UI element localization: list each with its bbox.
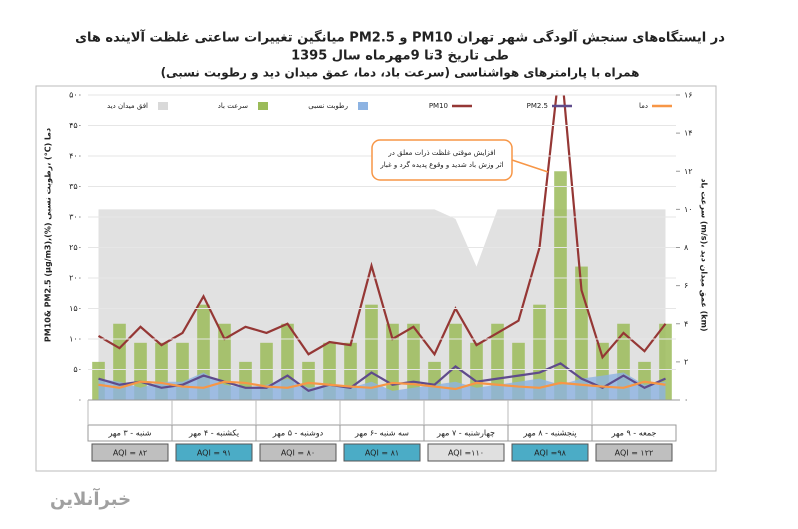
aqi-box <box>175 443 253 462</box>
day-label: یکشنبه - ۴ مهر <box>188 429 239 438</box>
y-tick-label: ۲۵۰ <box>69 243 82 252</box>
chart-subtitle: طی تاریخ 3تا 9مهرماه سال 1395 <box>291 49 509 64</box>
day-label: پنجشنبه - ۸ مهر <box>522 429 576 438</box>
legend-swatch <box>258 102 268 110</box>
y2-axis-title: سرعت باد (m/s)، عمق میدان دید (km) <box>700 178 709 331</box>
y-tick-label: ۳۵۰ <box>69 182 82 191</box>
y-axis-title: PM10& PM2.5 (μg/m3),(%) رطوبت نسبی، (°C)… <box>44 128 53 342</box>
y2-tick-label: ۴ <box>684 319 688 328</box>
y2-tick-label: ۱۴ <box>684 129 693 138</box>
chart-title: میانگین تغییرات ساعتی غلظت آلاینده های P… <box>75 29 725 46</box>
aqi-label: AQI = ۸۰ <box>281 449 315 458</box>
day-cell <box>591 424 677 442</box>
day-label: جمعه - ۹ مهر <box>611 429 657 438</box>
y-tick-label: ۱۰۰ <box>69 335 82 344</box>
aqi-label: AQI = ۹۱ <box>197 449 231 458</box>
legend-swatch <box>358 102 368 110</box>
aqi-box <box>595 443 673 462</box>
y-tick-label: ۲۰۰ <box>69 274 82 283</box>
aqi-box <box>511 443 589 462</box>
legend-label: PM2.5 <box>527 102 548 110</box>
legend-label: افق میدان دید <box>107 102 148 110</box>
bar <box>533 304 546 400</box>
aqi-box <box>259 443 337 462</box>
watermark: خبرآنلاین <box>50 487 131 510</box>
bar <box>134 342 147 400</box>
legend-swatch <box>158 102 168 110</box>
y-tick-label: ۴۵۰ <box>69 121 82 130</box>
day-label: چهارشنبه - ۷ مهر <box>436 429 495 438</box>
y2-tick-label: ۲ <box>684 357 688 366</box>
aqi-box <box>427 443 505 462</box>
y2-tick-label: ۱۶ <box>684 91 693 100</box>
bar <box>386 323 399 400</box>
line <box>98 380 666 391</box>
y-tick-label: ۴۰۰ <box>69 152 82 161</box>
chart-subtitle: همراه با پارامترهای هواشناسی (سرعت باد، … <box>161 66 640 81</box>
legend-label: دما <box>639 102 648 110</box>
y2-tick-label: ۸ <box>684 243 689 252</box>
day-label: سه شنبه -۶ مهر <box>354 429 409 438</box>
y2-tick-label: ۱۲ <box>684 167 693 176</box>
bar <box>470 342 483 400</box>
aqi-label: AQI = ۱۲۲ <box>615 449 654 458</box>
legend-label: رطوبت نسبی <box>308 102 348 110</box>
aqi-box <box>91 443 169 462</box>
aqi-box <box>343 443 421 462</box>
y2-tick-label: ۶ <box>684 281 688 290</box>
legend-label: سرعت باد <box>218 102 248 110</box>
aqi-label: AQI = ۸۲ <box>113 449 147 458</box>
bar <box>554 171 567 400</box>
bar <box>449 323 462 400</box>
y2-tick-label: ۰ <box>684 396 688 405</box>
annotation-box <box>371 139 513 181</box>
y-tick-label: ۳۰۰ <box>69 213 82 222</box>
y-tick-label: ۵۰۰ <box>69 91 82 100</box>
bar <box>491 323 504 400</box>
y-tick-label: ۱۵۰ <box>69 304 82 313</box>
line <box>97 95 667 360</box>
day-label: دوشنبه - ۵ مهر <box>272 429 324 438</box>
annotation: افزایش موقتی غلظت ذرات معلق در اثر وزش با… <box>379 149 503 169</box>
bar <box>113 323 126 400</box>
y2-tick-label: ۱۰ <box>684 205 693 214</box>
aqi-label: AQI =۱۱۰ <box>448 449 484 458</box>
aqi-label: AQI = ۸۱ <box>365 449 399 458</box>
aqi-label: AQI =۹۸ <box>534 449 567 458</box>
legend-label: PM10 <box>429 102 448 110</box>
area <box>98 372 666 400</box>
bar <box>407 323 420 400</box>
y-tick-label: ۵۰ <box>73 365 82 374</box>
plot-area <box>92 95 672 400</box>
annotation-arrow <box>511 159 549 173</box>
y-tick-label: ۰ <box>78 396 82 405</box>
line <box>98 362 666 393</box>
day-label: شنبه - ۳ مهر <box>107 429 151 438</box>
